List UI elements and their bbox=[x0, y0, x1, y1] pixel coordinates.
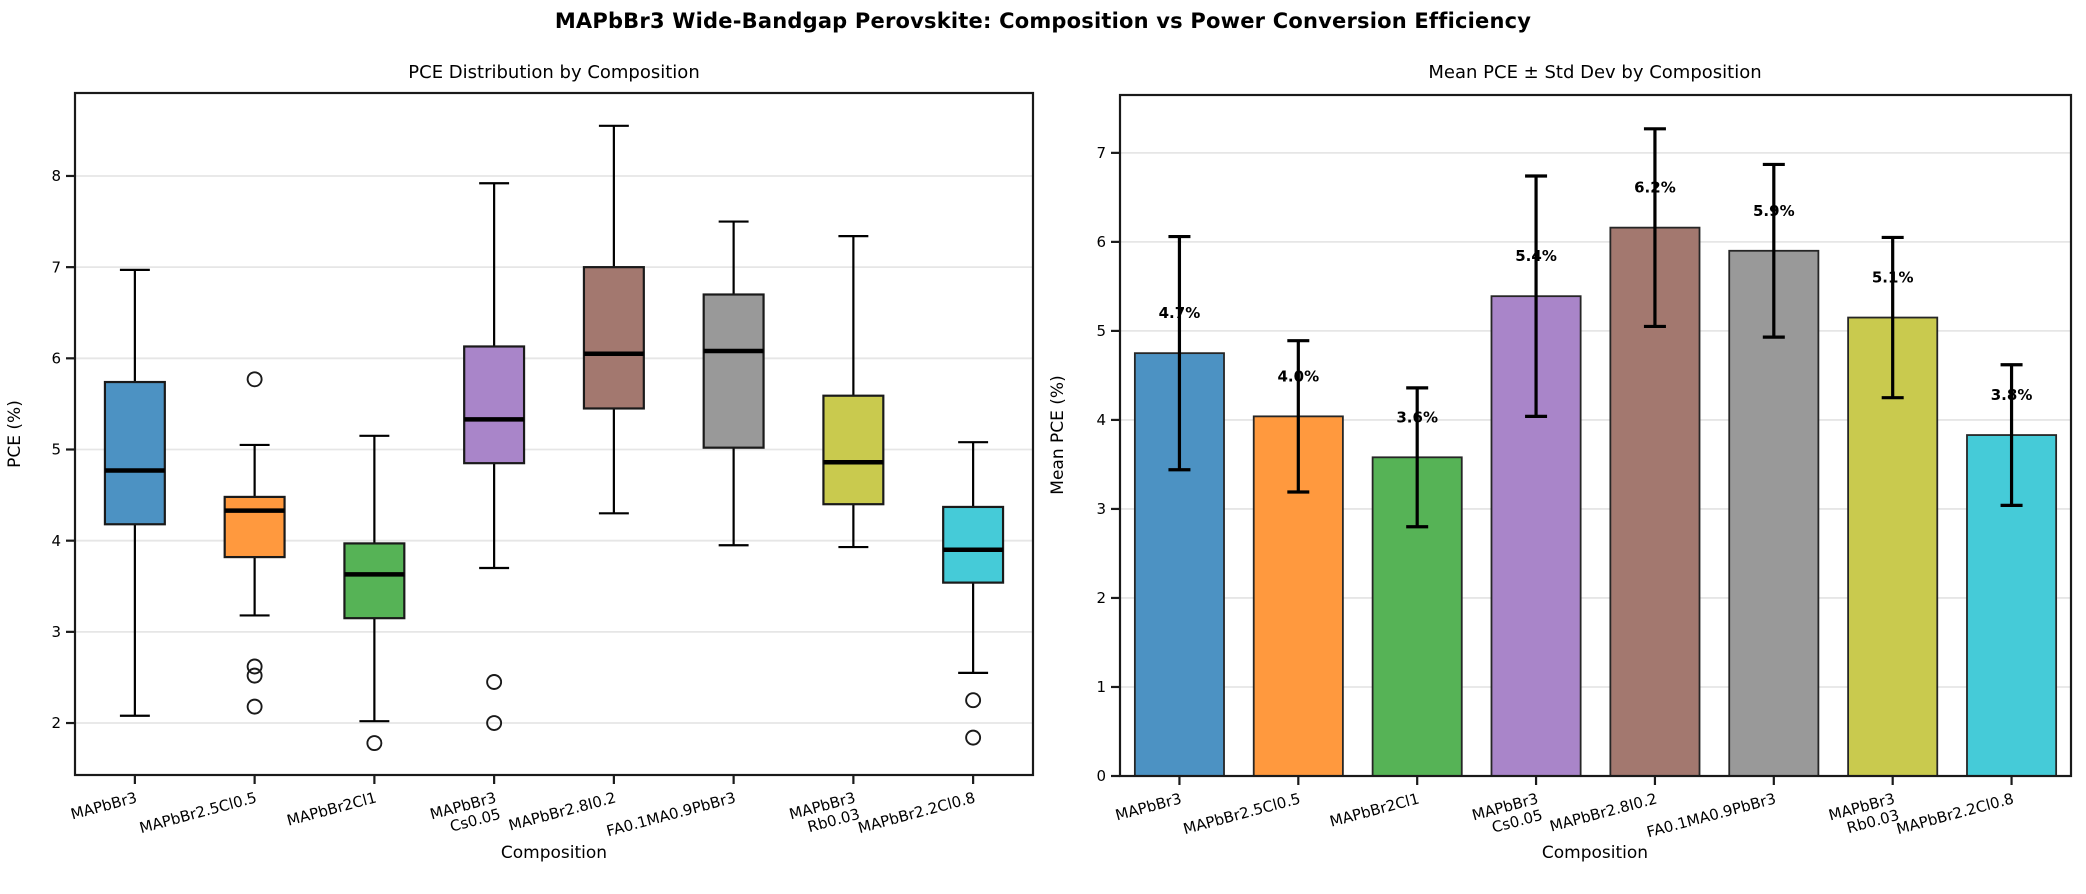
outlier-point bbox=[246, 667, 263, 684]
x-tick-label: MAPbBr2.2Cl0.8 bbox=[856, 788, 977, 837]
box-rect bbox=[942, 505, 1005, 584]
bar-value-label: 4.0% bbox=[1278, 367, 1320, 385]
y-tick-label: 2 bbox=[1096, 589, 1106, 607]
x-tick-label: MAPbBr2.5Cl0.5 bbox=[138, 788, 259, 837]
boxplot-marks-layer bbox=[103, 124, 1005, 752]
outlier-point bbox=[366, 735, 383, 752]
box-rect bbox=[702, 293, 765, 449]
y-tick-label: 3 bbox=[51, 623, 61, 641]
x-tick-label-line: MAPbBr2.5Cl0.5 bbox=[1181, 789, 1302, 838]
y-tick-label: 5 bbox=[1096, 322, 1106, 340]
barchart-marks-layer: 4.7% 4.0% 3.6% 5.4% 6.2% 5.9% 5.1% 3.8% bbox=[1133, 127, 2058, 777]
x-tick-label-line: MAPbBr3 bbox=[1113, 789, 1183, 824]
x-tick-label: MAPbBr3 bbox=[1113, 789, 1183, 824]
box-rect bbox=[463, 345, 526, 465]
box-rect bbox=[103, 380, 166, 526]
box-rect bbox=[223, 495, 286, 559]
y-tick-label: 4 bbox=[1096, 411, 1106, 429]
y-tick-label: 7 bbox=[1096, 144, 1106, 162]
barchart-canvas: 4.7% 4.0% 3.6% 5.4% 6.2% 5.9% 5.1% 3.8% 0 1 2 3 4 5 6… bbox=[1048, 62, 2073, 863]
x-tick-label: MAPbBr3Rb0.03 bbox=[1827, 789, 1902, 840]
boxplot-title: PCE Distribution by Composition bbox=[408, 62, 699, 83]
x-tick-label-line: FA0.1MA0.9PbBr3 bbox=[1645, 789, 1778, 841]
barchart-xlabel: Composition bbox=[1542, 843, 1648, 863]
y-tick-label: 4 bbox=[51, 532, 61, 550]
box-rect bbox=[582, 266, 645, 410]
y-tick-label: 6 bbox=[1096, 233, 1106, 251]
bar-value-label: 5.4% bbox=[1515, 247, 1557, 265]
x-tick-label: FA0.1MA0.9PbBr3 bbox=[605, 788, 738, 840]
bar-value-label: 6.2% bbox=[1634, 179, 1676, 197]
bar-value-label: 3.8% bbox=[1991, 386, 2033, 404]
x-tick-label: MAPbBr3 bbox=[69, 788, 139, 823]
x-tick-label-line: MAPbBr2.2Cl0.8 bbox=[1894, 789, 2015, 838]
x-tick-label-line: MAPbBr2.2Cl0.8 bbox=[856, 788, 977, 837]
outlier-point bbox=[246, 371, 263, 388]
barchart-title: Mean PCE ± Std Dev by Composition bbox=[1428, 62, 1761, 83]
y-tick-label: 2 bbox=[51, 714, 61, 732]
plot-border bbox=[73, 91, 1035, 777]
bar-value-label: 5.9% bbox=[1753, 202, 1795, 220]
bar-value-label: 5.1% bbox=[1872, 269, 1914, 287]
y-tick-label: 1 bbox=[1096, 678, 1106, 696]
x-tick-label-line: FA0.1MA0.9PbBr3 bbox=[605, 788, 738, 840]
figure-suptitle: MAPbBr3 Wide-Bandgap Perovskite: Composi… bbox=[554, 9, 1532, 33]
boxplot-xlabel: Composition bbox=[501, 843, 607, 863]
x-tick-label: MAPbBr2.5Cl0.5 bbox=[1181, 789, 1302, 838]
outlier-point bbox=[965, 692, 982, 709]
outlier-point bbox=[246, 698, 263, 715]
x-tick-label-line: MAPbBr3 bbox=[69, 788, 139, 823]
x-tick-label: MAPbBr2.8I0.2 bbox=[1548, 789, 1659, 835]
y-tick-label: 3 bbox=[1096, 500, 1106, 518]
x-tick-label: FA0.1MA0.9PbBr3 bbox=[1645, 789, 1778, 841]
y-tick-label: 8 bbox=[51, 167, 61, 185]
outlier-point bbox=[486, 674, 503, 690]
bar-value-label: 3.6% bbox=[1396, 408, 1438, 426]
y-tick-label: 0 bbox=[1096, 767, 1106, 785]
x-tick-label-line: MAPbBr2Cl1 bbox=[285, 788, 378, 829]
x-tick-label: MAPbBr3Cs0.05 bbox=[428, 788, 503, 839]
x-tick-label-line: MAPbBr2.5Cl0.5 bbox=[138, 788, 259, 837]
y-tick-label: 6 bbox=[51, 350, 61, 368]
x-tick-label-line: MAPbBr2.8I0.2 bbox=[1548, 789, 1659, 835]
y-tick-label: 5 bbox=[51, 441, 61, 459]
x-tick-label: MAPbBr2.2Cl0.8 bbox=[1894, 789, 2015, 838]
x-tick-label-line: MAPbBr2Cl1 bbox=[1328, 789, 1421, 830]
outlier-point bbox=[246, 658, 263, 675]
barchart-ylabel: Mean PCE (%) bbox=[1048, 375, 1068, 494]
boxplot-ylabel: PCE (%) bbox=[5, 400, 25, 468]
x-tick-label: MAPbBr2.8I0.2 bbox=[507, 788, 618, 834]
outlier-point bbox=[486, 715, 503, 731]
x-tick-label: MAPbBr2Cl1 bbox=[285, 788, 378, 829]
box-rect bbox=[822, 394, 885, 506]
outlier-point bbox=[965, 729, 982, 746]
x-tick-label: MAPbBr3Cs0.05 bbox=[1470, 789, 1545, 840]
x-tick-label: MAPbBr2Cl1 bbox=[1328, 789, 1421, 830]
x-tick-label-line: MAPbBr2.8I0.2 bbox=[507, 788, 618, 834]
plot-border bbox=[1118, 93, 2073, 778]
x-tick-label: MAPbBr3Rb0.03 bbox=[787, 788, 862, 839]
y-tick-label: 7 bbox=[51, 258, 61, 276]
boxplot-grid-layer bbox=[75, 175, 1033, 724]
box-rect bbox=[343, 542, 406, 620]
bar-value-label: 4.7% bbox=[1159, 304, 1201, 322]
